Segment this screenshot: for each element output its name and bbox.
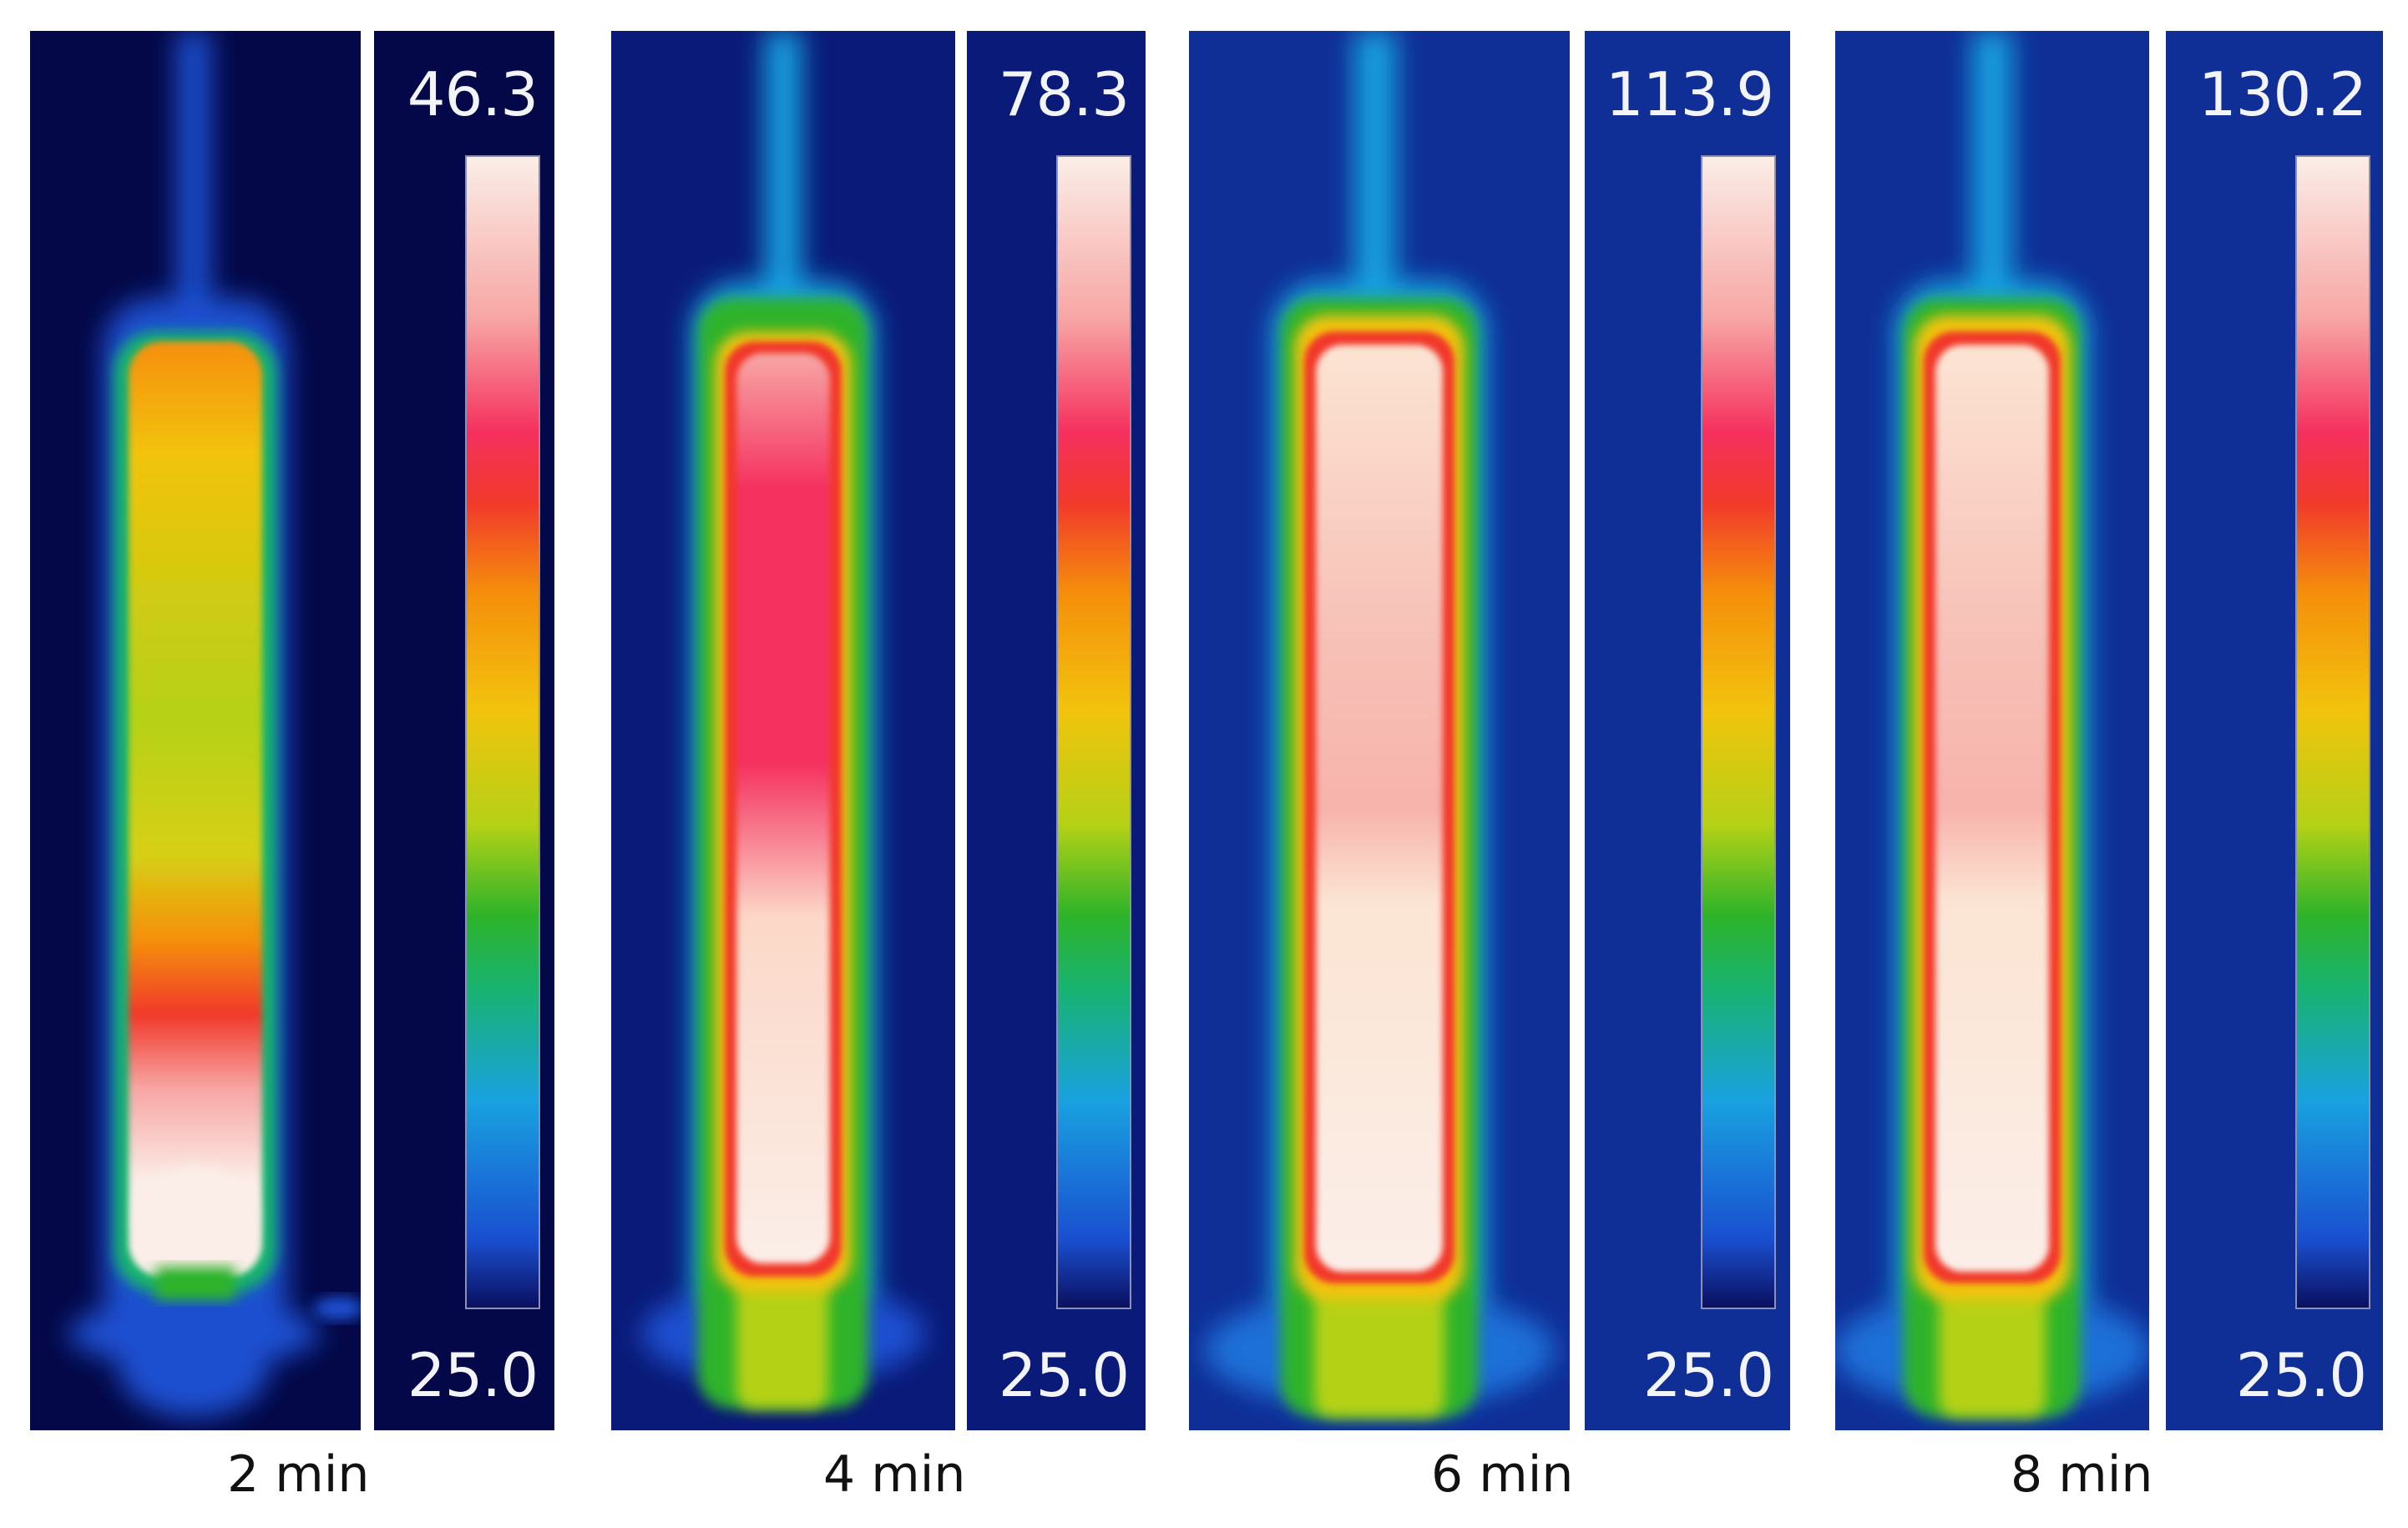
colorbar-2min: [466, 156, 539, 1308]
colorbar-6min: [1702, 156, 1775, 1308]
scale-max-label: 78.3: [998, 59, 1130, 129]
scale-min-label: 25.0: [2235, 1340, 2367, 1410]
color-scale-6min: 113.9 25.0: [1585, 31, 1790, 1430]
scale-max-label: 113.9: [1605, 59, 1774, 129]
color-scale-2min: 46.3 25.0: [374, 31, 554, 1430]
color-scale-8min: 130.2 25.0: [2166, 31, 2383, 1430]
time-caption: 8 min: [2011, 1445, 2153, 1504]
thermal-image-4min: [611, 31, 955, 1430]
time-caption: 4 min: [823, 1445, 966, 1504]
thermal-image-8min: [1835, 31, 2149, 1430]
time-caption: 6 min: [1431, 1445, 1574, 1504]
time-caption: 2 min: [227, 1445, 370, 1504]
thermal-image-6min: [1189, 31, 1570, 1430]
thermal-image-2min: [30, 31, 361, 1430]
scale-min-label: 25.0: [407, 1340, 539, 1410]
scale-max-label: 130.2: [2198, 59, 2367, 129]
scale-max-label: 46.3: [407, 59, 539, 129]
scale-min-label: 25.0: [998, 1340, 1130, 1410]
color-scale-4min: 78.3 25.0: [967, 31, 1146, 1430]
scale-min-label: 25.0: [1642, 1340, 1774, 1410]
colorbar-8min: [2296, 156, 2370, 1308]
colorbar-4min: [1057, 156, 1131, 1308]
